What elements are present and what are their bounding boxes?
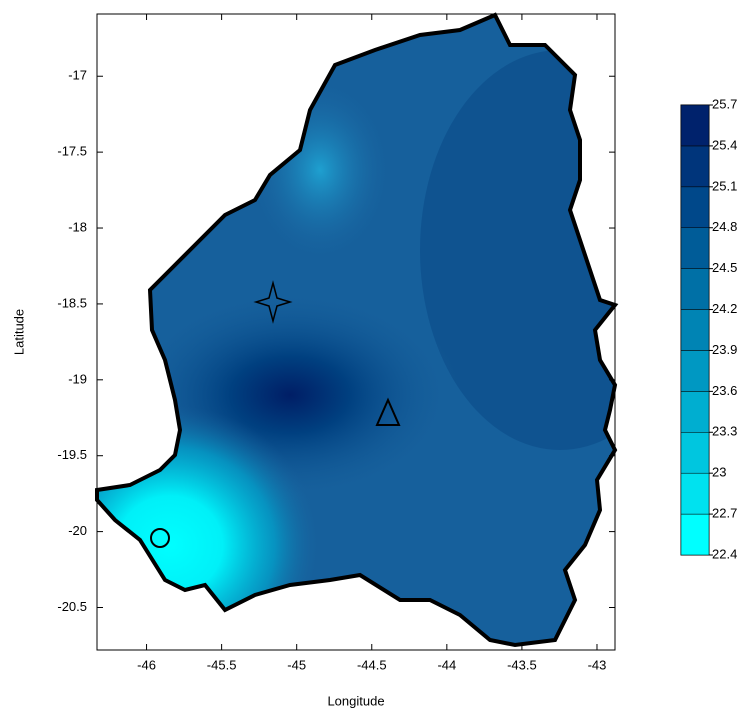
colorbar-label: 25.4 [712, 137, 737, 152]
x-tick-label: -44 [437, 657, 456, 672]
colorbar-band [680, 145, 710, 188]
colorbar-band [680, 227, 710, 269]
colorbar-label: 22.7 [712, 506, 737, 521]
triangle-marker [375, 397, 401, 426]
colorbar-label: 23 [712, 465, 726, 480]
y-tick-label: -20 [68, 523, 87, 538]
y-tick-label: -18.5 [57, 295, 87, 310]
colorbar-band [680, 391, 710, 433]
y-tick-label: -17 [68, 68, 87, 83]
colorbar-band [680, 309, 710, 351]
y-tick-label: -19.5 [57, 447, 87, 462]
x-tick-label: -43 [588, 657, 607, 672]
circle-marker [150, 528, 170, 548]
colorbar-label: 22.4 [712, 546, 737, 561]
y-tick-label: -19 [68, 371, 87, 386]
x-tick-label: -45.5 [207, 657, 237, 672]
x-tick-label: -45 [287, 657, 306, 672]
plot-frame [96, 13, 616, 651]
y-tick-label: -18 [68, 219, 87, 234]
colorbar-label: 25.7 [712, 96, 737, 111]
colorbar-label: 24.2 [712, 301, 737, 316]
colorbar-label: 23.6 [712, 383, 737, 398]
x-tick-label: -43.5 [507, 657, 537, 672]
y-tick-label: -20.5 [57, 599, 87, 614]
y-axis-label: Latitude [11, 309, 26, 355]
colorbar-band [680, 472, 710, 515]
x-axis-label: Longitude [327, 693, 384, 708]
x-tick-label: -44.5 [357, 657, 387, 672]
colorbar-label: 24.8 [712, 219, 737, 234]
y-tick-label: -17.5 [57, 144, 87, 159]
colorbar-label: 25.1 [712, 178, 737, 193]
x-tick-label: -46 [137, 657, 156, 672]
colorbar-band [680, 186, 710, 228]
colorbar-band [680, 513, 710, 556]
contour-field [97, 15, 615, 645]
colorbar-band [680, 350, 710, 392]
colorbar-label: 23.9 [712, 342, 737, 357]
star-marker [253, 280, 293, 324]
colorbar-label: 24.5 [712, 260, 737, 275]
colorbar-label: 23.3 [712, 424, 737, 439]
station-markers [150, 280, 401, 548]
colorbar-band [680, 268, 710, 310]
colorbar-band [680, 104, 710, 147]
colorbar-band [680, 432, 710, 474]
